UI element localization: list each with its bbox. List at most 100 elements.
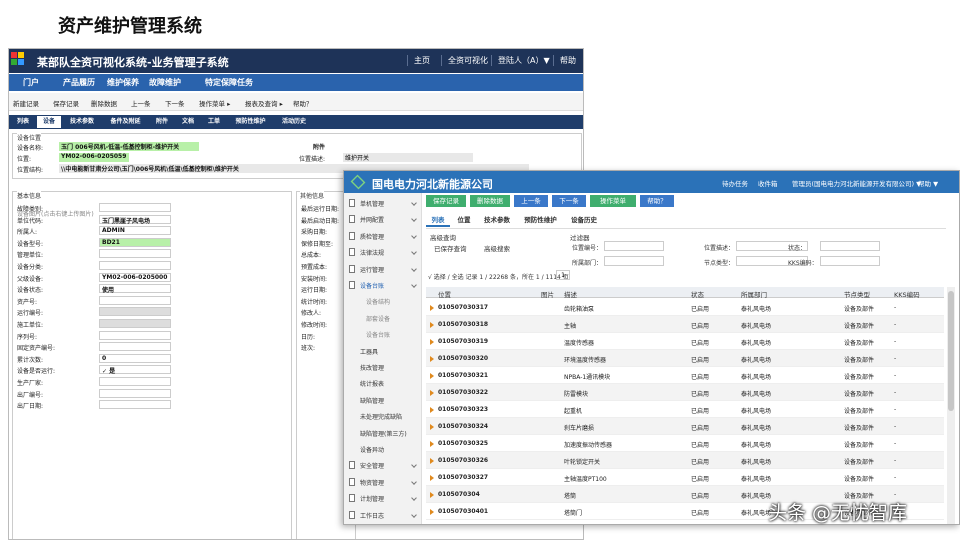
field-input[interactable] — [99, 400, 171, 410]
action-button[interactable]: 保存记录 — [426, 195, 466, 207]
toolbar-button[interactable]: 删除数据 — [91, 100, 117, 108]
field-input[interactable] — [99, 319, 171, 328]
table-row[interactable] — [426, 469, 944, 486]
tab[interactable]: 设备历史 — [571, 216, 597, 224]
filter-input[interactable] — [604, 241, 664, 251]
sidebar-item[interactable]: 法律法规 — [360, 250, 385, 258]
tab[interactable]: 技术参数 — [69, 118, 94, 125]
action-button[interactable]: 上一条 — [514, 195, 548, 207]
tab[interactable]: 备件及附延 — [110, 118, 141, 125]
toolbar-button[interactable]: 操作菜单 ▸ — [199, 100, 231, 108]
nav-link[interactable]: 管理员(国电电力河北新能源开发有限公司) ▼ — [792, 180, 922, 188]
field-input[interactable] — [99, 377, 171, 386]
sidebar-item[interactable]: 未处理完成缺陷 — [360, 414, 403, 422]
column-header[interactable]: 图片 — [541, 291, 554, 299]
saved-query[interactable]: 已保存查询 — [434, 245, 467, 253]
field-input[interactable] — [99, 388, 171, 398]
tab[interactable]: 位置 — [457, 216, 471, 224]
sidebar-item[interactable]: 设备结构 — [366, 299, 391, 307]
tab[interactable]: 技术参数 — [484, 216, 510, 224]
field-input[interactable]: YM02-006-0205000 — [99, 272, 171, 282]
field-input[interactable]: BD21 — [99, 237, 171, 247]
table-row[interactable] — [426, 316, 944, 333]
sidebar-item[interactable]: 技改管理 — [360, 365, 385, 372]
tab[interactable]: 设备 — [37, 116, 61, 128]
sidebar-item[interactable]: 设备台账 — [360, 283, 385, 290]
field-input[interactable] — [99, 249, 171, 259]
action-button[interactable]: 帮助？ — [640, 195, 674, 207]
column-header[interactable]: KKS编码 — [894, 291, 920, 299]
column-header[interactable]: 描述 — [564, 291, 577, 299]
filter-input[interactable] — [820, 256, 880, 266]
field-input[interactable] — [99, 307, 171, 317]
sidebar-item[interactable]: 运行管理 — [360, 266, 385, 274]
advanced-search[interactable]: 高级搜索 — [484, 245, 510, 253]
nav-link[interactable]: 收件箱 — [758, 180, 778, 188]
tab[interactable]: 附件 — [155, 118, 168, 125]
column-header[interactable]: 节点类型 — [844, 291, 870, 299]
table-row[interactable] — [426, 418, 944, 435]
field-input[interactable]: ADMIN — [99, 226, 171, 236]
toolbar-button[interactable]: 报表及查询 ▸ — [245, 100, 283, 108]
field-input[interactable]: 玉门黑崖子风电场 — [99, 214, 171, 225]
table-row[interactable] — [426, 299, 944, 316]
sidebar-item[interactable]: 质检管理 — [360, 233, 385, 241]
tab[interactable]: 文档 — [181, 118, 194, 125]
sidebar-item[interactable]: 计划管理 — [360, 496, 385, 504]
sidebar-item[interactable]: 统计报表 — [360, 381, 385, 389]
column-header[interactable]: 状态 — [691, 291, 704, 299]
sidebar-item[interactable]: 并网配置 — [360, 217, 385, 225]
sidebar-item[interactable]: 物资管理 — [360, 479, 385, 487]
field-input[interactable]: 使用 — [99, 284, 171, 294]
nav-link[interactable]: 登陆人（A）▼ — [491, 55, 550, 66]
table-row[interactable] — [426, 333, 944, 350]
action-button[interactable]: 下一条 — [552, 195, 586, 207]
menu-item[interactable]: 故障维护 — [149, 78, 181, 87]
filter-input[interactable] — [820, 241, 880, 251]
tab[interactable]: 列表 — [426, 214, 450, 227]
nav-link[interactable]: 帮助 ▼ — [918, 180, 939, 188]
tab[interactable]: 工单 — [207, 118, 220, 125]
table-row[interactable] — [426, 452, 944, 469]
field-input[interactable]: ✓ 是 — [99, 365, 171, 375]
field-input[interactable] — [99, 330, 171, 340]
menu-item[interactable]: 门户 — [23, 78, 39, 87]
action-button[interactable]: 删除数据 — [470, 195, 510, 207]
tab[interactable]: 预防性维护 — [235, 118, 266, 125]
table-row[interactable] — [426, 486, 944, 503]
nav-link[interactable]: 帮助 — [553, 55, 576, 66]
filter-input[interactable] — [736, 241, 808, 251]
filter-input[interactable] — [736, 256, 808, 266]
menu-item[interactable]: 产品履历 — [63, 78, 95, 87]
table-row[interactable] — [426, 384, 944, 401]
toolbar-button[interactable]: 新建记录 — [13, 100, 39, 108]
sidebar-item[interactable]: 设备台账 — [366, 332, 391, 340]
tab[interactable]: 预防性维护 — [524, 216, 557, 224]
field-input[interactable]: 0 — [99, 353, 171, 363]
attachment-link[interactable]: 附件 — [313, 144, 326, 151]
page-number[interactable]: 1 — [556, 270, 570, 280]
sidebar-item[interactable]: 工作日志 — [360, 512, 385, 520]
nav-link[interactable]: 主页 — [407, 55, 430, 66]
sidebar-item[interactable]: 安全管理 — [360, 463, 385, 471]
table-row[interactable] — [426, 401, 944, 418]
sidebar-item[interactable]: 设备异动 — [360, 447, 385, 454]
field-input[interactable] — [99, 261, 171, 270]
table-row[interactable] — [426, 435, 944, 452]
menu-item[interactable]: 维护保养 — [107, 78, 139, 87]
sidebar-item[interactable]: 部套设备 — [366, 315, 391, 323]
nav-link[interactable]: 全资可视化 — [441, 55, 488, 66]
sidebar-item[interactable]: 缺陷管理 — [360, 397, 385, 405]
table-row[interactable] — [426, 367, 944, 384]
sidebar-item[interactable]: 单机管理 — [360, 201, 385, 208]
column-header[interactable]: 位置 — [438, 291, 451, 299]
field-input[interactable] — [99, 342, 171, 352]
toolbar-button[interactable]: 下一条 — [165, 100, 185, 108]
toolbar-button[interactable]: 保存记录 — [53, 100, 79, 108]
sidebar-item[interactable]: 工器具 — [360, 348, 379, 356]
tab[interactable]: 活动历史 — [281, 118, 306, 125]
column-header[interactable]: 所属部门 — [741, 291, 767, 299]
filter-input[interactable] — [604, 256, 664, 266]
toolbar-button[interactable]: 上一条 — [131, 100, 151, 108]
toolbar-button[interactable]: 帮助？ — [293, 100, 313, 108]
